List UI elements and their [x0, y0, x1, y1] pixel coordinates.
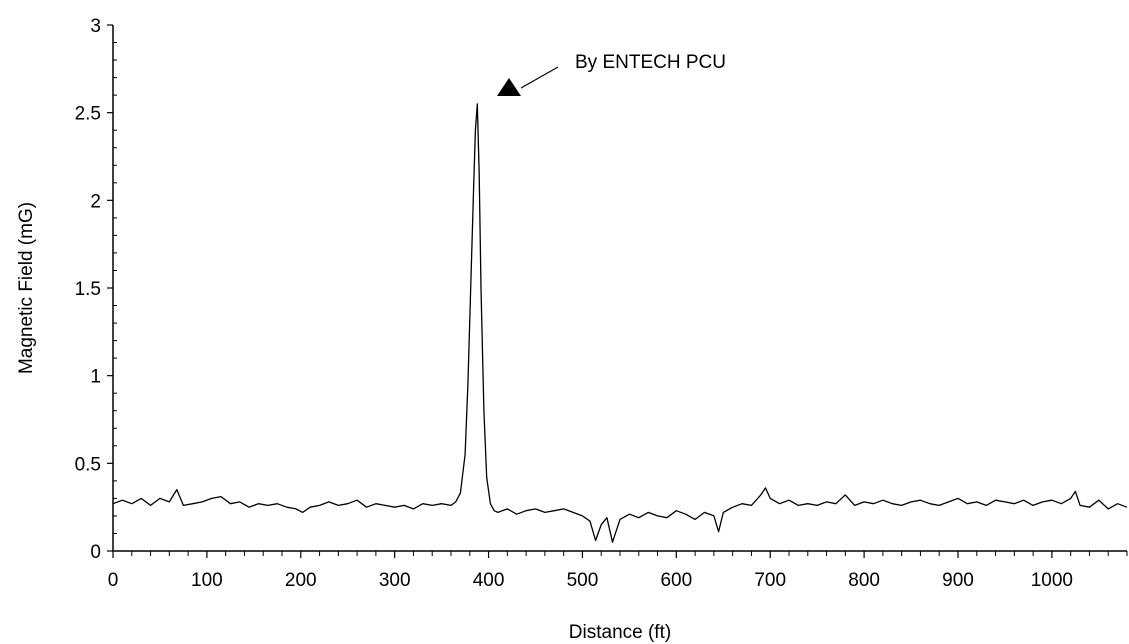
triangle-up-icon [497, 78, 521, 96]
x-tick-label: 200 [285, 570, 317, 591]
annotation-arrow-line [520, 66, 559, 89]
y-tick-labels: 0 0.5 1 1.5 2 2.5 3 [75, 16, 101, 563]
x-tick-label: 700 [754, 570, 786, 591]
x-tick-label: 800 [848, 570, 880, 591]
y-tick-label: 3 [90, 16, 101, 37]
annotation-label: By ENTECH PCU [575, 52, 726, 73]
y-tick-label: 2 [90, 191, 101, 212]
y-tick-label: 1 [90, 367, 101, 388]
x-axis-ticks [112, 551, 1128, 558]
x-tick-label: 900 [942, 570, 974, 591]
series-line-0 [112, 103, 1128, 543]
annotation: By ENTECH PCU [497, 52, 726, 96]
y-axis-ticks [107, 24, 117, 552]
series-lines [112, 103, 1128, 543]
x-tick-labels: 0 100 200 300 400 500 600 700 800 900 1000 [108, 570, 1073, 591]
y-tick-label: 0.5 [75, 454, 101, 475]
x-tick-label: 1000 [1031, 570, 1073, 591]
y-tick-label: 0 [90, 542, 101, 563]
x-tick-label: 500 [567, 570, 599, 591]
plot-area: 0 0.5 1 1.5 2 2.5 3 0 100 200 300 400 500 600 700 800 9… [16, 16, 1128, 643]
x-axis-title: Distance (ft) [569, 622, 671, 643]
y-tick-label: 1.5 [75, 279, 101, 300]
x-tick-label: 400 [473, 570, 505, 591]
x-tick-label: 600 [660, 570, 692, 591]
y-tick-label: 2.5 [75, 104, 101, 125]
x-tick-label: 0 [108, 570, 119, 591]
y-axis-title: Magnetic Field (mG) [16, 202, 37, 374]
x-tick-label: 100 [191, 570, 223, 591]
x-tick-label: 300 [379, 570, 411, 591]
